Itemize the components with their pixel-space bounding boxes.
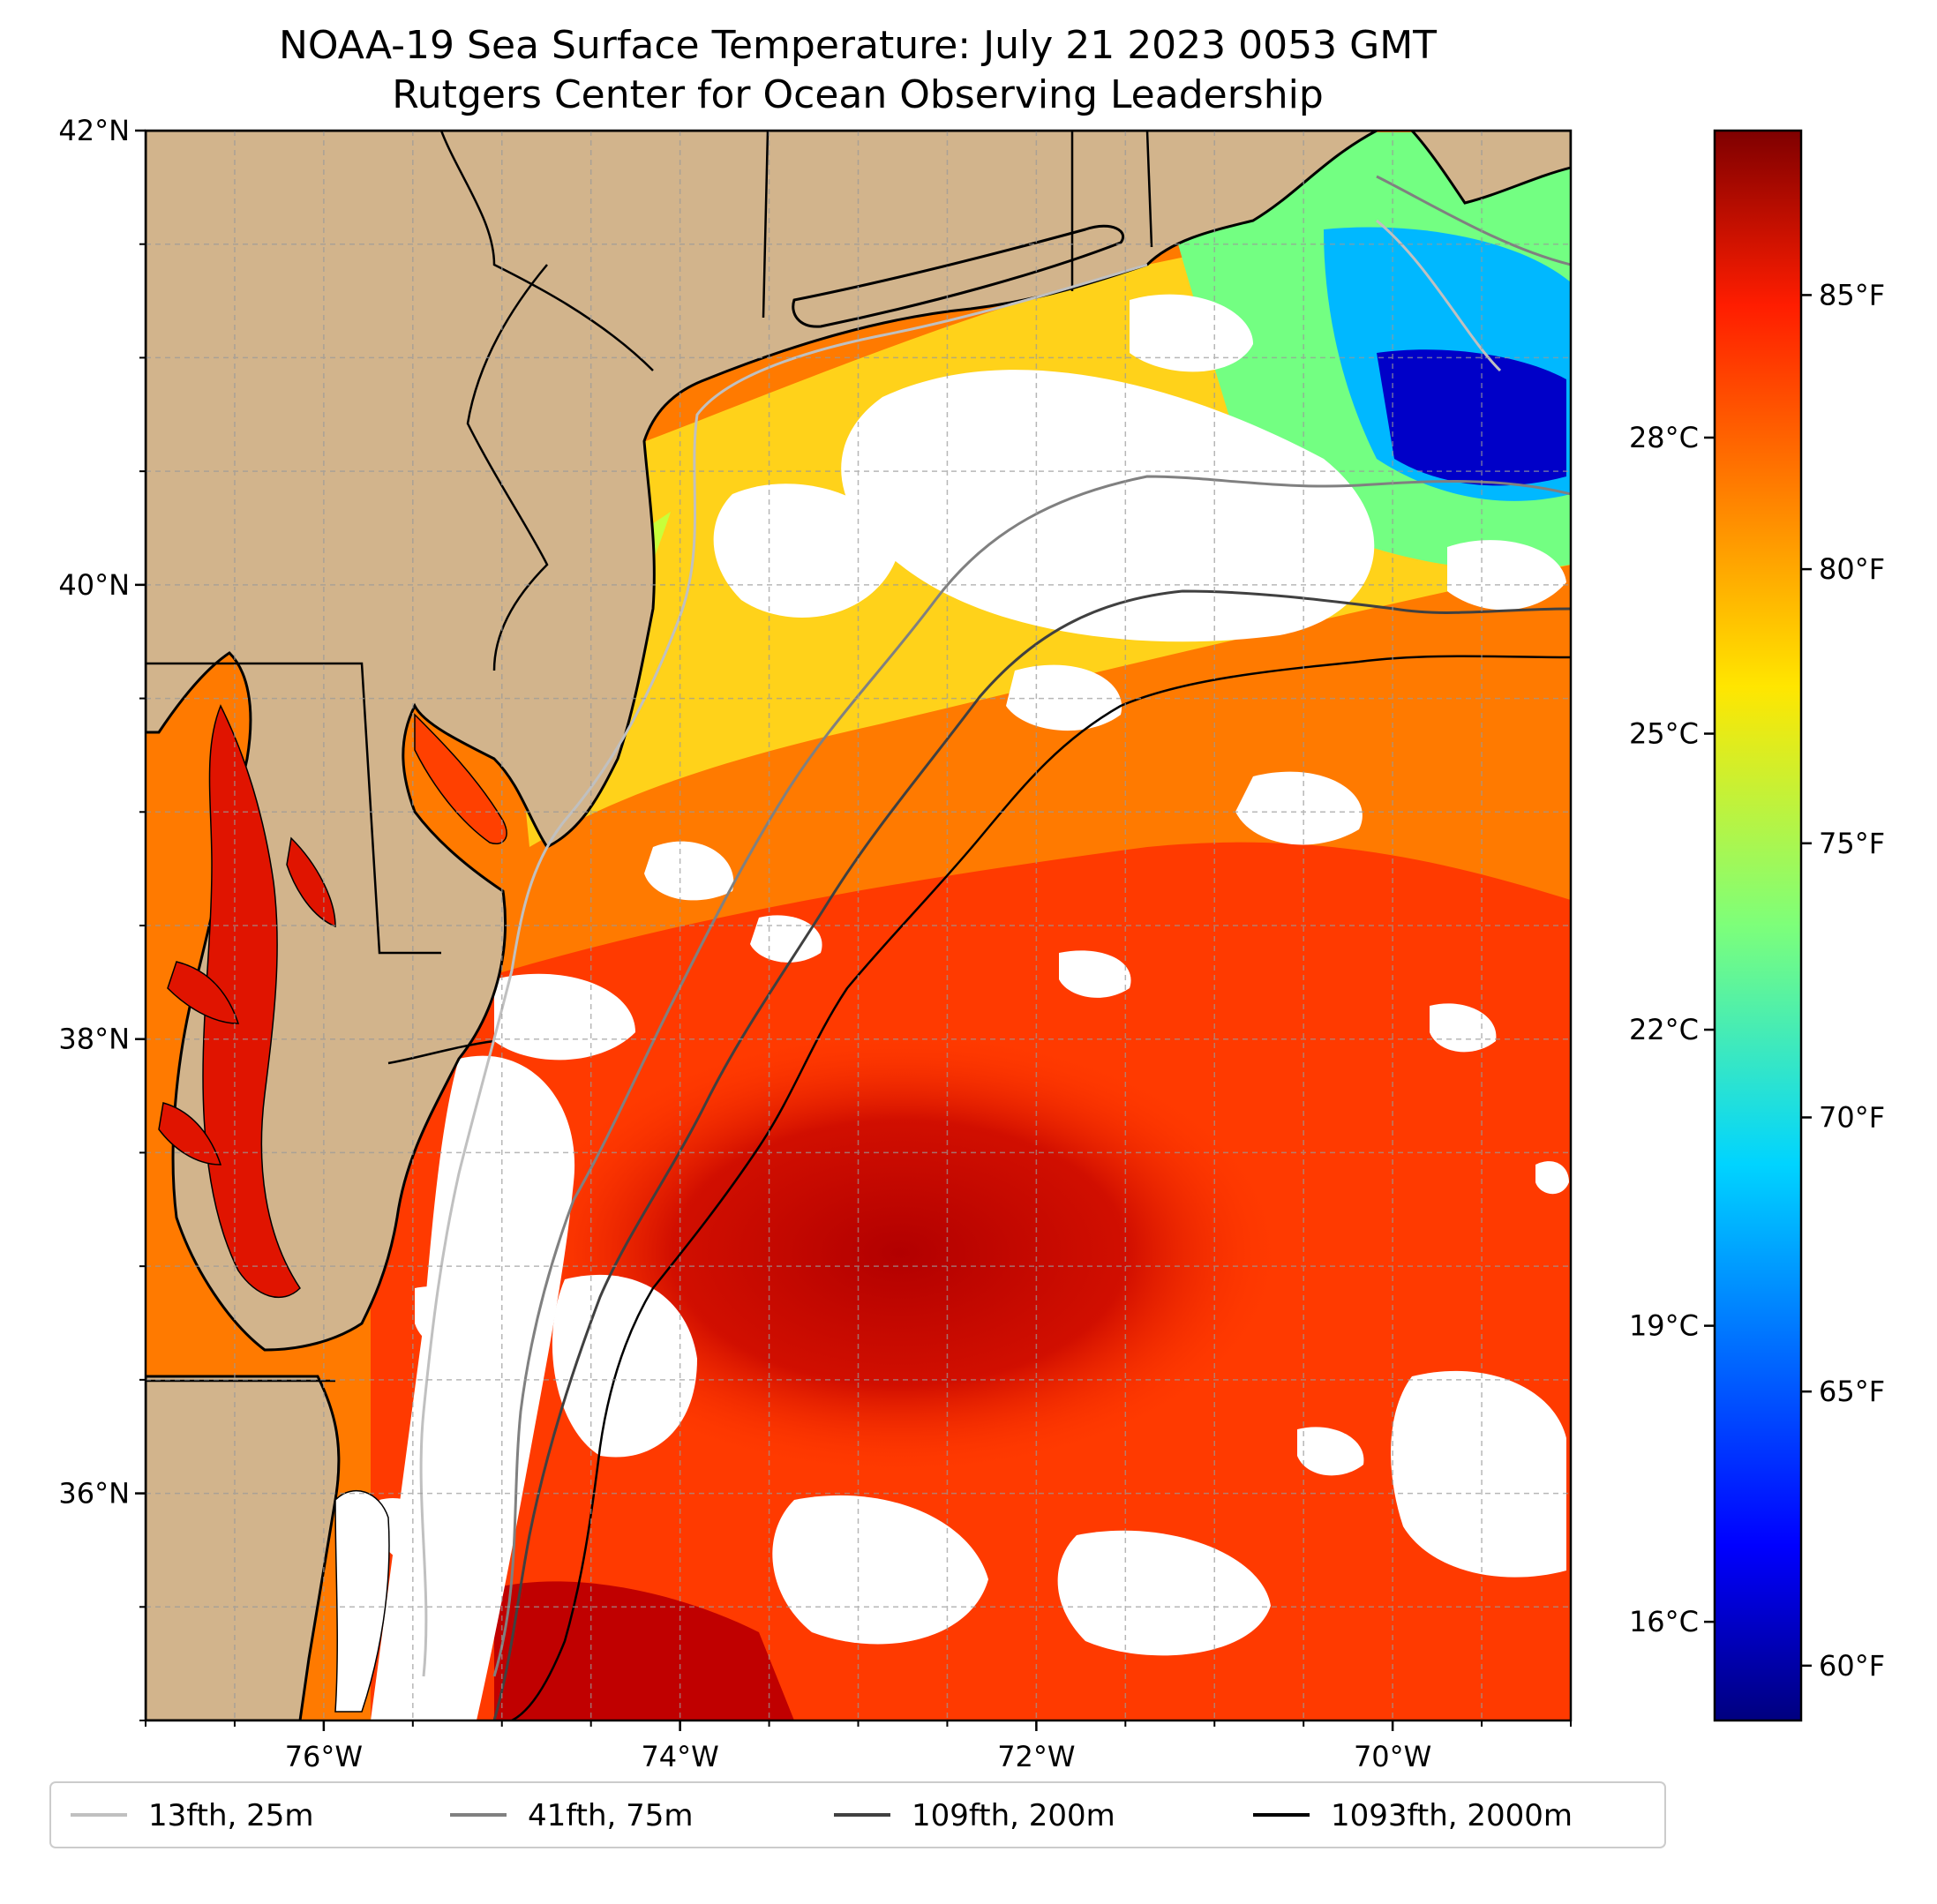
lat-tick-label: 38°N (58, 1023, 130, 1056)
sst-warm-core (521, 1032, 1280, 1473)
legend-label: 13fth, 25m (148, 1798, 314, 1833)
pamlico-sound (334, 1490, 390, 1713)
lat-axis: 42°N 40°N 38°N 36°N (58, 114, 146, 1721)
colorbar-c-label: 25°C (1629, 717, 1699, 751)
sst-coldest (1377, 349, 1566, 486)
bathymetry-200m (492, 589, 1571, 1720)
delaware-bay (414, 713, 507, 844)
colorbar-f-label: 85°F (1819, 278, 1885, 311)
colorbar-f-label: 60°F (1819, 1649, 1885, 1683)
lat-tick-label: 36°N (58, 1477, 130, 1510)
chesapeake-tributary-1 (167, 961, 240, 1024)
colorbar-f-label: 70°F (1819, 1100, 1885, 1134)
map-title: NOAA-19 Sea Surface Temperature: July 21… (279, 23, 1437, 68)
land-long-island (792, 224, 1124, 328)
lon-tick-label: 72°W (997, 1740, 1075, 1773)
land-south (146, 1375, 341, 1720)
colorbar-c-label: 28°C (1629, 421, 1699, 454)
chesapeake-tributary-2 (158, 1102, 222, 1166)
land-northeast (146, 131, 1378, 1352)
chesapeake-tributary-3 (286, 836, 336, 928)
cloud-mask (371, 294, 1569, 1720)
land (146, 131, 1571, 1720)
bays (158, 704, 507, 1713)
colorbar-gradient (1713, 129, 1803, 1722)
colorbar-f-label: 80°F (1819, 552, 1885, 586)
land-cape-cod (1409, 131, 1571, 205)
lon-tick-label: 74°W (641, 1740, 718, 1773)
map-subtitle: Rutgers Center for Ocean Observing Leade… (392, 72, 1324, 117)
lon-tick-label: 76°W (285, 1740, 363, 1773)
colorbar-f-label: 65°F (1819, 1375, 1885, 1408)
bathymetry-2000m (511, 655, 1571, 1720)
map-panel (146, 131, 1571, 1720)
colorbar-c-label: 19°C (1629, 1309, 1699, 1343)
sst-hatteras-core (494, 1581, 794, 1720)
legend: 13fth, 25m 41fth, 75m 109fth, 200m 1093fth,… (49, 1781, 1666, 1848)
chesapeake-bay (202, 704, 301, 1298)
lon-axis: 76°W 74°W 72°W 70°W (145, 1720, 1572, 1773)
colorbar-fahrenheit-ticks: 60°F 65°F 70°F 75°F 80°F 85°F (1801, 278, 1885, 1683)
legend-label: 41fth, 75m (528, 1798, 694, 1833)
colorbar-c-label: 22°C (1629, 1013, 1699, 1046)
legend-label: 109fth, 200m (912, 1798, 1115, 1833)
lat-tick-label: 42°N (58, 114, 130, 147)
bathymetry-75m (492, 175, 1571, 1677)
lon-tick-label: 70°W (1354, 1740, 1431, 1773)
colorbar: 60°F 65°F 70°F 75°F 80°F 85°F 16°C 19°C 22°C 25°… (1629, 129, 1885, 1722)
colorbar-f-label: 75°F (1819, 827, 1885, 860)
lat-tick-label: 40°N (58, 568, 130, 602)
colorbar-c-label: 16°C (1629, 1605, 1699, 1638)
legend-label: 1093fth, 2000m (1331, 1798, 1573, 1833)
bathymetry-25m (419, 219, 1502, 1677)
gridlines (146, 131, 1571, 1720)
colorbar-celsius-ticks: 16°C 19°C 22°C 25°C 28°C (1629, 421, 1715, 1638)
